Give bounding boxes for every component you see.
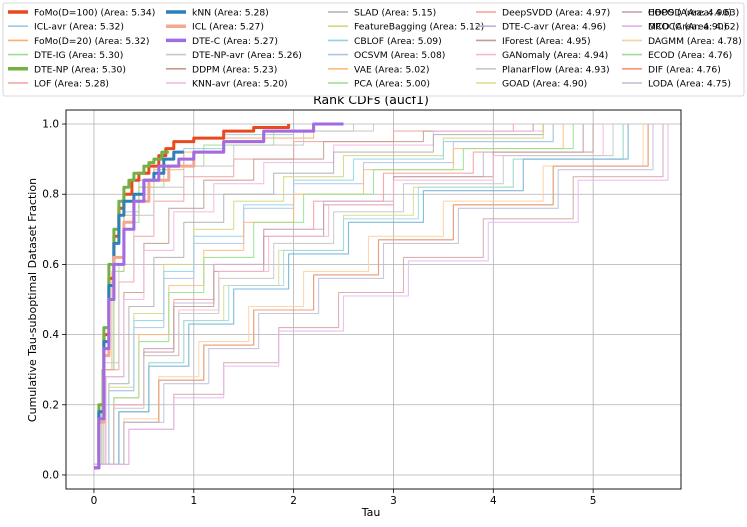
- series-line-dte-c: [94, 122, 344, 470]
- legend-label: FeatureBagging (Area: 5.12): [354, 22, 484, 33]
- legend-label: SLAD (Area: 5.15): [354, 8, 436, 19]
- x-tick-label: 3: [390, 495, 397, 507]
- legend-label: GOAD (Area: 4.90): [502, 79, 587, 90]
- legend-label: COPOD (Area: 4.63): [648, 8, 739, 19]
- legend-label: DROCC (Area: 4.62): [648, 22, 739, 33]
- legend-label: PlanarFlow (Area: 4.93): [502, 64, 610, 75]
- legend-label: LODA (Area: 4.75): [648, 79, 731, 90]
- legend: FoMo(D=100) (Area: 5.34) ICL-avr (Area: 5…: [2, 2, 745, 97]
- legend-label: PCA (Area: 5.00): [354, 79, 430, 90]
- x-tick-label: 1: [190, 495, 197, 507]
- legend-label: KNN-avr (Area: 5.20): [192, 79, 288, 90]
- x-tick-label: 5: [590, 495, 597, 507]
- legend-label: ICL (Area: 5.27): [192, 22, 264, 33]
- legend-label: FoMo(D=100) (Area: 5.34): [34, 8, 155, 19]
- legend-label: LOF (Area: 5.28): [34, 79, 109, 90]
- y-tick-label: 1.0: [42, 119, 59, 131]
- series-line-dte-np-avr: [94, 124, 375, 465]
- legend-label: ECOD (Area: 4.76): [648, 50, 732, 61]
- series-line-drocc: [94, 124, 669, 465]
- legend-label: DAGMM (Area: 4.78): [648, 36, 742, 47]
- series-line-pca: [94, 124, 574, 465]
- x-tick-label: 0: [91, 495, 98, 507]
- y-tick-label: 0.0: [42, 469, 59, 481]
- legend-label: DTE-NP-avr (Area: 5.26): [192, 50, 302, 61]
- legend-label: FoMo(D=20) (Area: 5.32): [34, 36, 149, 47]
- series-line-mcd: [94, 124, 629, 465]
- legend-label: IForest (Area: 4.95): [502, 36, 591, 47]
- legend-box: [2, 2, 745, 97]
- legend-label: DTE-NP (Area: 5.30): [34, 64, 126, 75]
- legend-label: kNN (Area: 5.28): [192, 8, 269, 19]
- legend-label: DTE-C (Area: 5.27): [192, 36, 278, 47]
- x-tick-label: 2: [290, 495, 297, 507]
- legend-label: DTE-IG (Area: 5.30): [34, 50, 123, 61]
- legend-label: MCD (Area: 4.90): [648, 22, 727, 33]
- plot-frame: [65, 109, 682, 490]
- legend-label: OCSVM (Area: 5.08): [354, 50, 445, 61]
- x-tick-label: 4: [490, 495, 497, 507]
- y-tick-label: 0.2: [42, 399, 59, 411]
- series-line-loda: [94, 124, 654, 465]
- legend-label: DTE-C-avr (Area: 4.96): [502, 22, 606, 33]
- legend-label: GANomaly (Area: 4.94): [502, 50, 608, 61]
- y-tick-label: 0.6: [42, 259, 59, 271]
- legend-label: DeepSVDD (Area: 4.97): [502, 8, 610, 19]
- y-tick-label: 0.8: [42, 189, 59, 201]
- legend-label: VAE (Area: 5.02): [354, 64, 430, 75]
- y-tick-label: 0.4: [42, 329, 59, 341]
- legend-label: DDPM (Area: 5.23): [192, 64, 277, 75]
- y-axis-label: Cumulative Tau-suboptimal Dataset Fracti…: [26, 178, 39, 422]
- x-axis-label: Tau: [361, 506, 381, 519]
- series-line-dte-np: [94, 150, 169, 470]
- legend-label: DIF (Area: 4.76): [648, 64, 721, 75]
- series-line-slad: [94, 124, 544, 465]
- series-line-planarflow: [94, 124, 614, 465]
- legend-label: ICL-avr (Area: 5.32): [34, 22, 124, 33]
- legend-label: HBOS (Area: 4.90): [648, 8, 732, 19]
- plot-area: 0 1 2 3 4 5 0.0 0.2 0.4 0.6 0.8 1.0: [42, 109, 682, 507]
- legend-label: CBLOF (Area: 5.09): [354, 36, 442, 47]
